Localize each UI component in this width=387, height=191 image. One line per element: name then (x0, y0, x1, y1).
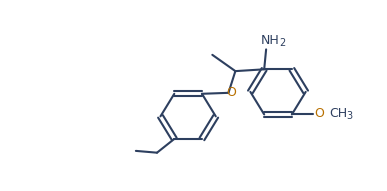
Text: 2: 2 (279, 38, 286, 48)
Text: O: O (315, 107, 324, 120)
Text: 3: 3 (346, 111, 353, 121)
Text: CH: CH (329, 107, 347, 120)
Text: O: O (226, 86, 236, 99)
Text: NH: NH (261, 34, 280, 47)
